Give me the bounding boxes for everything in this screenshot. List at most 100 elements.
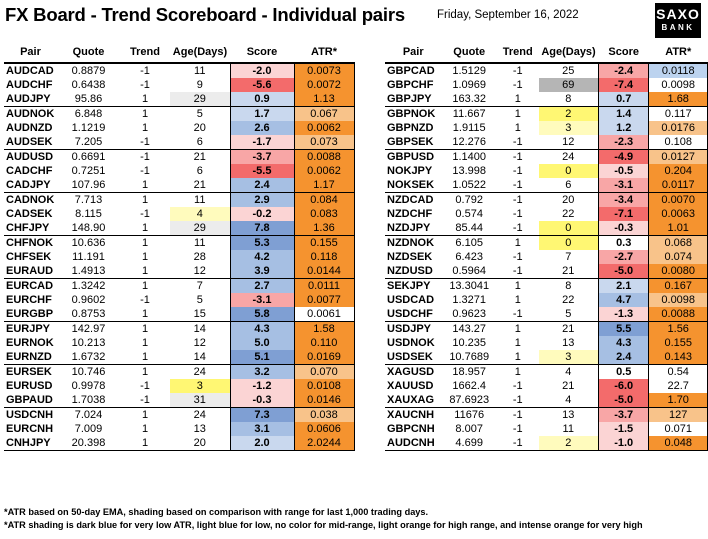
trend-cell: -1 xyxy=(512,380,523,392)
score-cell: -5.5 xyxy=(229,164,294,178)
atr-cell: 0.0073 xyxy=(293,63,355,78)
table-row: EURNZD 1.6732 1 14 5.1 0.0169 xyxy=(4,350,355,365)
atr-cell: 0.54 xyxy=(648,364,708,379)
pair-cell: AUDCAD xyxy=(6,65,54,77)
pair-cell: XAUUSD xyxy=(387,380,434,392)
pair-cell: XAUXAG xyxy=(385,393,442,408)
table-row: GBPAUD 1.7038 -1 31 -0.3 0.0146 xyxy=(4,393,355,408)
quote-cell: 0.5964 xyxy=(441,264,497,279)
atr-cell: 0.073 xyxy=(293,135,355,150)
table-row: AUDCAD 0.8879 -1 11 -2.0 0.0073 xyxy=(4,63,355,78)
table-row: XAUXAG 87.6923 -1 4 -5.0 1.70 xyxy=(385,393,708,408)
score-cell: 2.4 xyxy=(229,178,294,193)
age-cell: 0 xyxy=(538,235,599,250)
score-cell: 0.5 xyxy=(597,364,649,379)
atr-cell: 1.58 xyxy=(293,321,355,336)
table-row: EURAUD 1.4913 1 12 3.9 0.0144 xyxy=(4,264,355,279)
age-cell: 12 xyxy=(538,135,599,150)
quote-cell: 1.1219 xyxy=(71,122,106,134)
age-cell: 6 xyxy=(170,135,230,150)
quote-cell: 0.7251 xyxy=(71,165,106,177)
atr-cell: 0.0146 xyxy=(293,393,355,408)
atr-cell: 0.0061 xyxy=(293,307,355,322)
table-row: USDCAD 1.3271 1 22 4.7 0.0098 xyxy=(385,293,708,307)
atr-cell: 1.01 xyxy=(648,221,708,236)
trend-cell: 1 xyxy=(141,423,149,435)
col-header-quote: Quote xyxy=(441,42,497,64)
quote-cell: 95.86 xyxy=(57,92,120,107)
quote-cell: 8.007 xyxy=(455,423,483,435)
age-cell: 20 xyxy=(170,436,230,451)
quote-cell: 0.9602 xyxy=(71,294,106,306)
pair-cell: AUDSEK xyxy=(4,135,57,150)
trend-cell: 1 xyxy=(496,350,539,365)
age-cell: 21 xyxy=(562,323,575,335)
score-cell: 1.2 xyxy=(597,121,649,135)
atr-cell: 0.204 xyxy=(648,164,708,178)
age-cell: 21 xyxy=(170,178,230,193)
trend-cell: 1 xyxy=(120,178,170,193)
col-header-quote: Quote xyxy=(57,42,120,64)
table-row: SEKJPY 13.3041 1 8 2.1 0.167 xyxy=(385,278,708,293)
atr-cell: 0.067 xyxy=(293,106,355,121)
score-cell: -5.6 xyxy=(229,78,294,92)
quote-cell: 10.7689 xyxy=(441,350,497,365)
trend-cell: -1 xyxy=(512,151,523,163)
score-cell: 2.9 xyxy=(229,192,294,207)
atr-cell: 0.0080 xyxy=(648,264,708,279)
trend-cell: 1 xyxy=(514,294,521,306)
atr-cell: 0.143 xyxy=(648,350,708,365)
atr-cell: 1.56 xyxy=(648,321,708,336)
pair-cell: AUDUSD xyxy=(6,151,54,163)
age-cell: 13 xyxy=(193,423,206,435)
score-cell: -3.4 xyxy=(597,192,649,207)
trend-cell: 1 xyxy=(514,122,521,134)
score-cell: 2.7 xyxy=(229,278,294,293)
table-row: EURCNH 7.009 1 13 3.1 0.0606 xyxy=(4,422,355,436)
trend-cell: -1 xyxy=(140,380,150,392)
pair-cell: EURCHF xyxy=(6,294,52,306)
trend-cell: 1 xyxy=(141,366,149,378)
score-cell: 4.3 xyxy=(597,336,649,350)
score-cell: 4.3 xyxy=(229,321,294,336)
atr-cell: 0.083 xyxy=(293,207,355,221)
age-cell: 13 xyxy=(562,337,575,349)
pair-cell: GBPAUD xyxy=(4,393,57,408)
trend-cell: 1 xyxy=(141,337,149,349)
score-cell: -3.1 xyxy=(229,293,294,307)
pair-cell: NOKSEK xyxy=(385,178,442,193)
pair-cell: GBPCNH xyxy=(387,423,435,435)
score-cell: 2.6 xyxy=(229,121,294,135)
quote-cell: 85.44 xyxy=(441,221,497,236)
quote-cell: 1.7038 xyxy=(57,393,120,408)
pair-cell: USDCAD xyxy=(387,294,435,306)
table-row: AUDJPY 95.86 1 29 0.9 1.13 xyxy=(4,92,355,107)
quote-cell: 7.024 xyxy=(74,409,103,421)
score-cell: 1.7 xyxy=(229,106,294,121)
quote-cell: 142.97 xyxy=(71,323,106,335)
trend-cell: -1 xyxy=(496,393,539,408)
age-cell: 5 xyxy=(196,108,203,120)
trend-cell: 1 xyxy=(141,409,149,421)
table-row: NOKSEK 1.0522 -1 6 -3.1 0.0117 xyxy=(385,178,708,193)
pair-cell: USDCNH xyxy=(6,409,54,421)
quote-cell: 163.32 xyxy=(441,92,497,107)
age-cell: 22 xyxy=(562,294,575,306)
pair-cell: CADNOK xyxy=(6,194,55,206)
trend-cell: -1 xyxy=(140,165,150,177)
age-cell: 6 xyxy=(196,165,203,177)
atr-cell: 0.0077 xyxy=(293,293,355,307)
atr-cell: 0.048 xyxy=(648,436,708,451)
atr-cell: 0.070 xyxy=(293,364,355,379)
col-header-pair: Pair xyxy=(385,42,442,64)
quote-cell: 143.27 xyxy=(452,323,487,335)
trend-cell: 1 xyxy=(120,92,170,107)
trend-cell: 1 xyxy=(514,108,521,120)
atr-cell: 1.68 xyxy=(648,92,708,107)
quote-cell: 10.636 xyxy=(71,237,106,249)
pair-cell: USDNOK xyxy=(387,337,435,349)
pair-cell: NZDSEK xyxy=(387,251,433,263)
quote-cell: 1662.4 xyxy=(452,380,487,392)
score-cell: 4.2 xyxy=(229,250,294,264)
footnote-atr-basis: *ATR based on 50-day EMA, shading based … xyxy=(4,507,429,517)
